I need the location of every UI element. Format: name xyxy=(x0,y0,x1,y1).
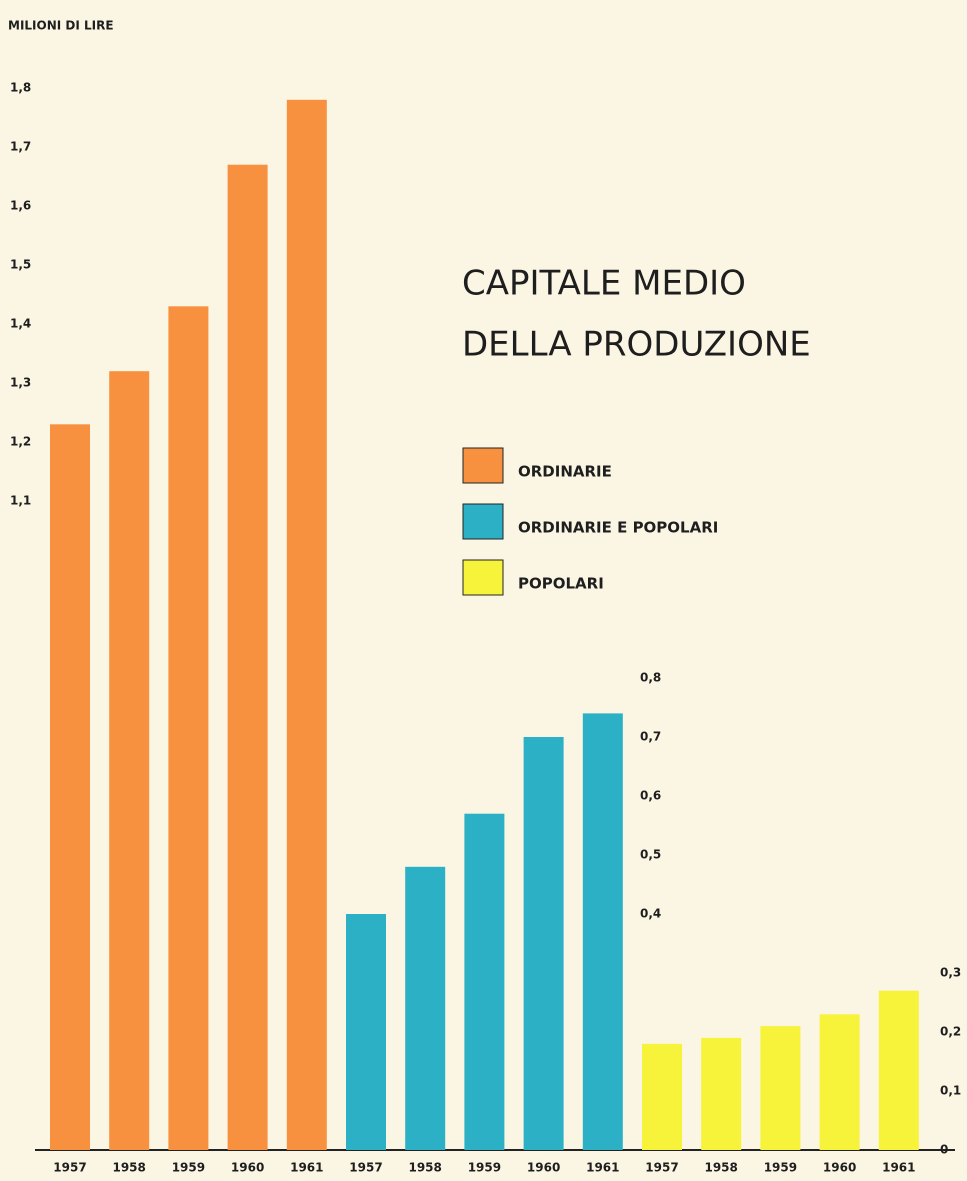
bar xyxy=(701,1037,742,1150)
bar xyxy=(346,914,386,1150)
x-tick-label: 1961 xyxy=(586,1161,619,1175)
legend-label: ORDINARIE xyxy=(518,463,612,481)
chart-title: CAPITALE MEDIO xyxy=(462,264,746,304)
y-tick-label: 0,4 xyxy=(640,907,661,921)
y-tick-label: 1,3 xyxy=(10,376,31,390)
y-tick-label: 1,5 xyxy=(10,258,31,272)
swatch xyxy=(462,447,504,484)
x-tick-label: 1959 xyxy=(764,1161,797,1175)
bar xyxy=(642,1043,682,1150)
y-tick-label: 0,1 xyxy=(940,1084,961,1098)
legend-label: POPOLARI xyxy=(518,575,604,593)
y-tick-label: 0,6 xyxy=(640,789,661,803)
y-axis-label: MILIONI DI LIRE xyxy=(8,19,114,33)
bar xyxy=(109,371,150,1150)
x-tick-label: 1957 xyxy=(53,1161,86,1175)
x-tick-label: 1961 xyxy=(290,1161,323,1175)
y-tick-label: 0,5 xyxy=(640,848,661,862)
bar xyxy=(405,866,446,1150)
y-tick-label: 1,4 xyxy=(10,317,31,331)
bar xyxy=(878,990,919,1150)
x-tick-label: 1961 xyxy=(882,1161,915,1175)
bar xyxy=(582,713,623,1150)
x-tick-label: 1958 xyxy=(408,1161,441,1175)
bar xyxy=(464,813,505,1150)
bar xyxy=(760,1026,801,1150)
bar xyxy=(168,306,209,1150)
y-tick-label: 0,3 xyxy=(940,966,961,980)
y-tick-label: 0 xyxy=(940,1143,948,1157)
y-tick-label: 0,8 xyxy=(640,671,661,685)
swatch xyxy=(462,559,504,596)
x-tick-label: 1959 xyxy=(172,1161,205,1175)
y-tick-label: 1,1 xyxy=(10,494,31,508)
x-tick-label: 1960 xyxy=(823,1161,856,1175)
bar xyxy=(286,99,327,1150)
bar xyxy=(523,737,564,1150)
chart-title: DELLA PRODUZIONE xyxy=(462,325,811,365)
x-tick-label: 1960 xyxy=(527,1161,560,1175)
x-tick-label: 1958 xyxy=(704,1161,737,1175)
y-tick-label: 0,2 xyxy=(940,1025,961,1039)
x-tick-label: 1959 xyxy=(468,1161,501,1175)
y-tick-label: 1,7 xyxy=(10,140,31,154)
swatch xyxy=(462,503,504,540)
y-tick-label: 0,7 xyxy=(640,730,661,744)
x-tick-label: 1958 xyxy=(112,1161,145,1175)
y-tick-label: 1,8 xyxy=(10,81,31,95)
x-tick-label: 1960 xyxy=(231,1161,264,1175)
y-tick-label: 1,6 xyxy=(10,199,31,213)
bar xyxy=(227,164,268,1150)
bar xyxy=(819,1014,860,1150)
x-tick-label: 1957 xyxy=(645,1161,678,1175)
legend-label: ORDINARIE E POPOLARI xyxy=(518,519,718,537)
x-tick-label: 1957 xyxy=(349,1161,382,1175)
bar xyxy=(50,424,90,1150)
y-tick-label: 1,2 xyxy=(10,435,31,449)
